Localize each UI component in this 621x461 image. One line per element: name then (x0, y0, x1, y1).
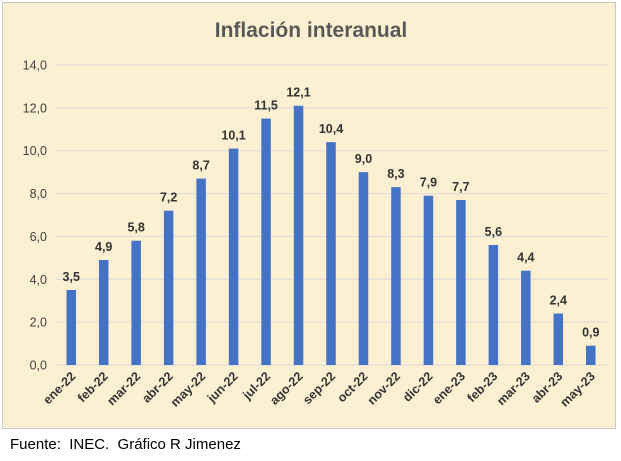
y-tick-label: 0,0 (30, 359, 47, 373)
bar (488, 245, 499, 365)
bar (66, 290, 76, 365)
x-tick-label: jun-22 (204, 369, 241, 406)
x-tick-label: nov-22 (365, 369, 403, 407)
bar (131, 240, 141, 365)
x-tick-label: mar-22 (104, 369, 143, 408)
bar (196, 178, 206, 365)
bar (553, 313, 564, 365)
bar (521, 270, 531, 365)
data-label: 9,0 (355, 152, 372, 166)
x-tick-label: ene-22 (40, 369, 78, 407)
y-tick-label: 4,0 (30, 273, 47, 287)
bar (261, 118, 271, 365)
data-label: 8,3 (387, 167, 404, 181)
x-tick-label: ene-23 (430, 369, 468, 407)
source-note: Fuente: INEC. Gráfico R Jimenez (10, 436, 241, 453)
x-tick-label: mar-23 (494, 369, 533, 408)
data-label: 5,6 (485, 225, 502, 239)
data-label: 10,4 (319, 122, 343, 136)
bars (66, 105, 596, 365)
bar-chart: Inflación interanual 0,0 2,0 4,0 6,0 8,0 10,0… (23, 19, 607, 410)
chart-title: Inflación interanual (215, 19, 408, 42)
data-label: 7,9 (420, 176, 437, 190)
data-label: 7,2 (160, 191, 177, 205)
bar (456, 200, 466, 365)
y-tick-label: 14,0 (23, 59, 47, 73)
data-label: 3,5 (63, 270, 80, 284)
data-label: 11,5 (254, 99, 278, 113)
y-tick-label: 8,0 (30, 187, 47, 201)
bar (423, 195, 434, 365)
bar (98, 260, 109, 365)
x-tick-label: ago-22 (267, 369, 305, 407)
bar (358, 172, 369, 365)
data-label: 4,4 (517, 251, 534, 265)
data-label: 7,7 (452, 180, 469, 194)
y-tick-label: 6,0 (30, 230, 47, 244)
bar (163, 210, 174, 365)
data-label: 4,9 (95, 240, 112, 254)
y-axis: 0,0 2,0 4,0 6,0 8,0 10,0 12,0 14,0 (23, 59, 47, 373)
bar (293, 105, 304, 365)
bar (228, 148, 239, 365)
x-tick-label: may-22 (168, 369, 208, 409)
chart-panel: Inflación interanual 0,0 2,0 4,0 6,0 8,0 10,0… (2, 2, 616, 429)
y-tick-label: 2,0 (30, 316, 47, 330)
data-labels: 3,5 4,9 5,8 7,2 8,7 10,1 11,5 12,1 10,4 9,0 8,3 7,9… (63, 86, 600, 340)
y-tick-label: 10,0 (23, 144, 47, 158)
data-label: 5,8 (127, 221, 144, 235)
bar (586, 345, 596, 365)
data-label: 10,1 (221, 129, 245, 143)
data-label: 12,1 (286, 86, 310, 100)
x-tick-label: sep-22 (300, 369, 338, 407)
data-label: 8,7 (192, 159, 209, 173)
bar (391, 187, 401, 365)
x-tick-label: oct-22 (335, 369, 371, 405)
y-tick-label: 12,0 (23, 101, 47, 115)
data-label: 2,4 (550, 294, 567, 308)
bar (326, 142, 336, 365)
data-label: 0,9 (582, 326, 599, 340)
x-tick-label: may-23 (558, 369, 598, 409)
x-tick-label: dic-22 (400, 369, 435, 404)
